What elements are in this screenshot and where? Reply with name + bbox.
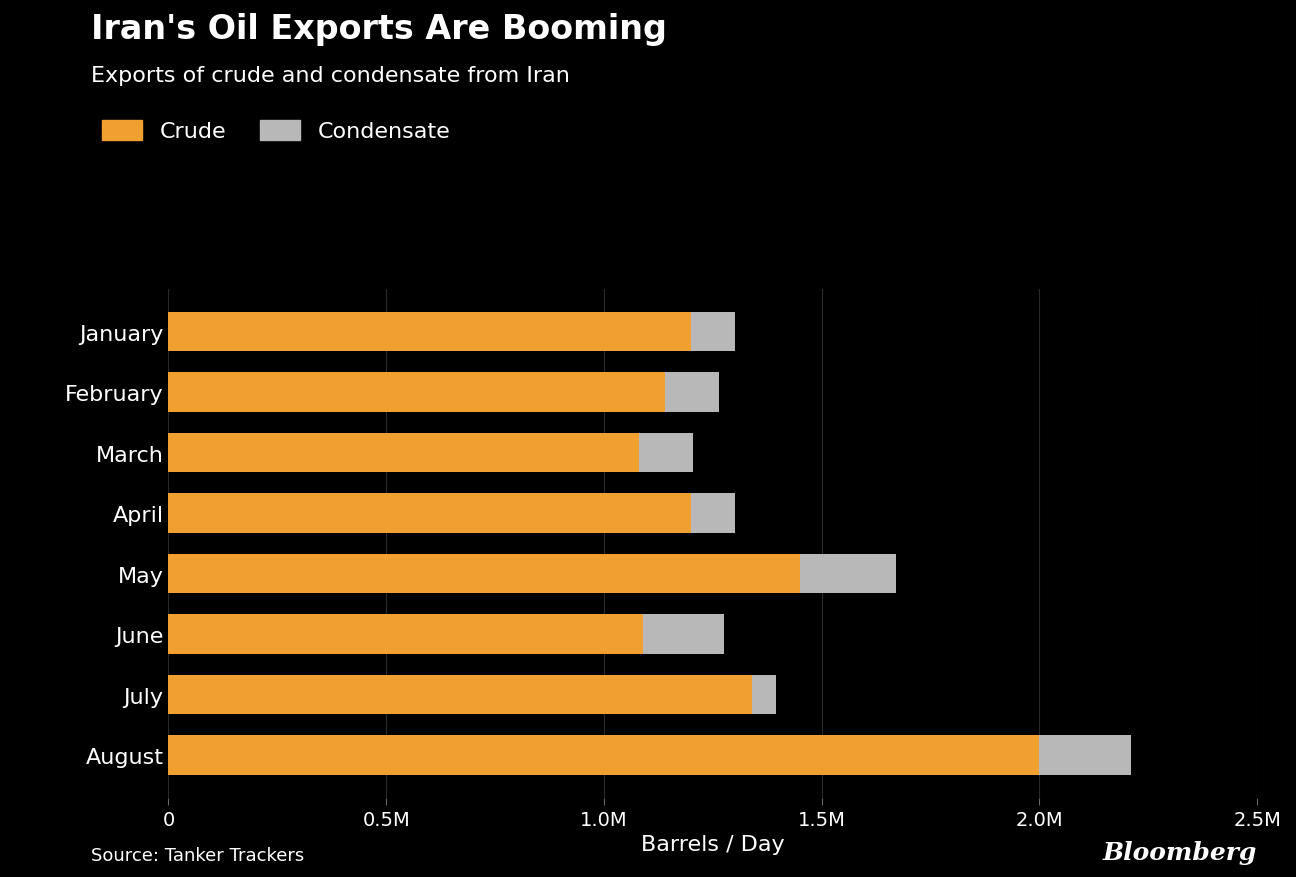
Bar [168, 433, 639, 473]
Bar [691, 312, 735, 352]
Bar [800, 554, 896, 594]
Bar [752, 675, 776, 715]
Text: Bloomberg: Bloomberg [1103, 840, 1257, 864]
Bar [691, 494, 735, 533]
Bar [665, 373, 719, 412]
Legend: Crude, Condensate: Crude, Condensate [102, 121, 450, 142]
Bar [643, 615, 723, 654]
Bar [168, 615, 643, 654]
Bar [168, 494, 691, 533]
Bar [168, 312, 691, 352]
Text: Iran's Oil Exports Are Booming: Iran's Oil Exports Are Booming [91, 13, 666, 46]
Text: Exports of crude and condensate from Iran: Exports of crude and condensate from Ira… [91, 66, 570, 86]
Bar [168, 736, 1039, 775]
Bar [168, 373, 665, 412]
Text: Source: Tanker Trackers: Source: Tanker Trackers [91, 845, 305, 864]
Bar [639, 433, 693, 473]
Bar [168, 554, 800, 594]
Bar [1039, 736, 1131, 775]
Bar [168, 675, 752, 715]
X-axis label: Barrels / Day: Barrels / Day [642, 834, 784, 854]
